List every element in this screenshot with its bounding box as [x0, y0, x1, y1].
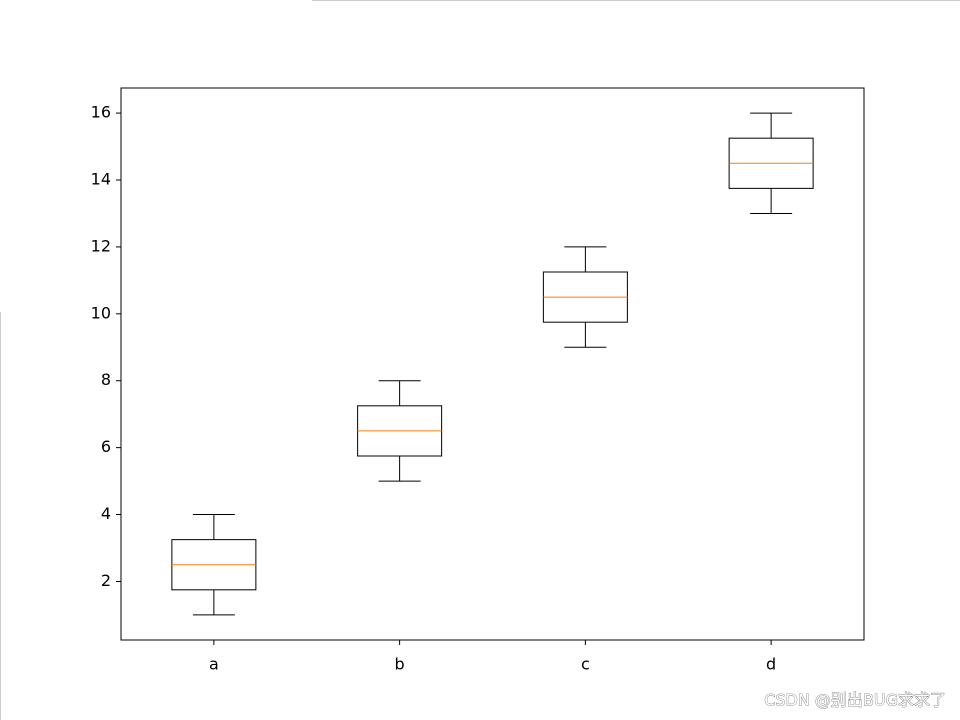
y-tick-label: 10	[91, 303, 111, 322]
x-tick-label: b	[395, 655, 405, 674]
y-tick-label: 2	[101, 571, 111, 590]
x-tick-label: c	[581, 655, 590, 674]
y-tick-label: 14	[91, 170, 111, 189]
x-tick-label: a	[209, 655, 219, 674]
y-tick-label: 6	[101, 437, 111, 456]
x-tick-label: d	[766, 655, 776, 674]
y-tick-label: 8	[101, 370, 111, 389]
y-tick-label: 4	[101, 504, 111, 523]
watermark: CSDN @别出BUG求求了	[764, 691, 946, 710]
y-tick-label: 16	[91, 103, 111, 122]
plot-frame	[120, 87, 865, 641]
y-tick-label: 12	[91, 236, 111, 255]
